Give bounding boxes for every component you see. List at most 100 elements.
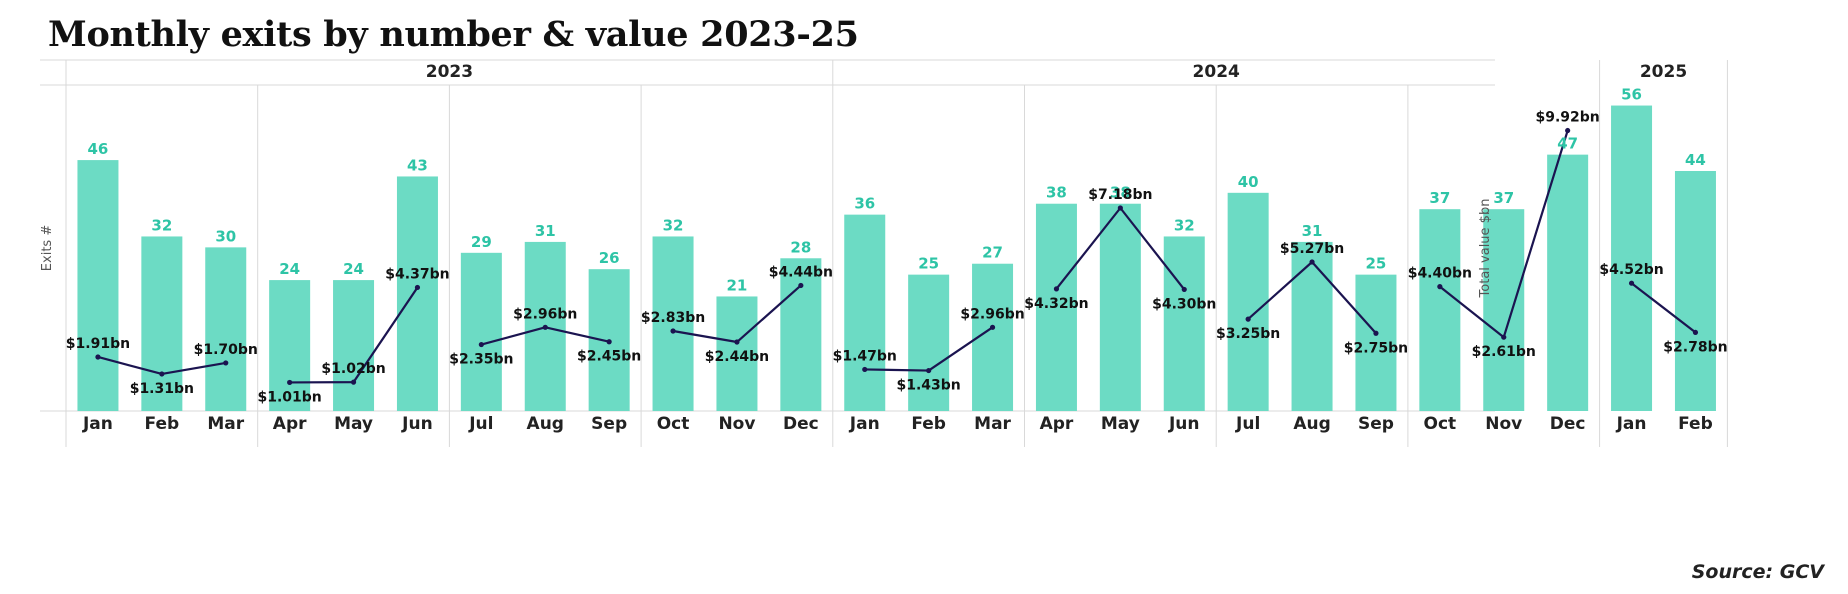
bar-value-label: 38 bbox=[1046, 184, 1067, 202]
value-label: $1.91bn bbox=[66, 336, 130, 352]
bar-value-label: 38 bbox=[1110, 184, 1131, 202]
month-label-oct: Oct bbox=[657, 414, 690, 434]
bar-value-label: 25 bbox=[1366, 255, 1387, 273]
month-label-apr: Apr bbox=[273, 414, 307, 434]
bar-value-label: 40 bbox=[1238, 173, 1259, 191]
value-label: $2.61bn bbox=[1472, 344, 1536, 360]
month-label-jun: Jun bbox=[401, 414, 433, 434]
month-label-may: May bbox=[334, 414, 373, 434]
bar-value-label: 26 bbox=[599, 249, 620, 267]
bar-oct-21 bbox=[1419, 209, 1461, 411]
value-label: $4.40bn bbox=[1408, 266, 1472, 282]
value-point bbox=[670, 328, 676, 334]
bar-mar-2 bbox=[205, 247, 247, 411]
month-label-dec: Dec bbox=[783, 414, 819, 434]
value-label: $2.96bn bbox=[513, 306, 577, 322]
bar-value-label: 47 bbox=[1557, 135, 1578, 153]
value-point bbox=[478, 341, 484, 348]
value-point bbox=[159, 371, 165, 377]
month-label-aug: Aug bbox=[527, 414, 564, 434]
value-label: $7.18bn bbox=[1088, 187, 1152, 203]
month-label-jan: Jan bbox=[1616, 414, 1647, 434]
year-label-2025: 2025 bbox=[1640, 62, 1687, 82]
value-label: $2.78bn bbox=[1663, 339, 1727, 355]
value-label: $2.45bn bbox=[577, 349, 641, 365]
bar-jun-17 bbox=[1163, 236, 1205, 411]
month-label-jan: Jan bbox=[82, 414, 113, 434]
month-label-mar: Mar bbox=[974, 414, 1011, 434]
value-label: $2.96bn bbox=[960, 306, 1024, 322]
bar-value-label: 30 bbox=[215, 227, 236, 245]
bar-nov-10 bbox=[716, 296, 758, 411]
chart-title: Monthly exits by number & value 2023-25 bbox=[48, 14, 859, 55]
bar-value-label: 32 bbox=[663, 216, 684, 234]
value-label: $4.30bn bbox=[1152, 296, 1216, 312]
bar-value-label: 32 bbox=[151, 216, 172, 234]
value-point bbox=[350, 379, 357, 385]
month-label-dec: Dec bbox=[1550, 414, 1586, 434]
bar-dec-11 bbox=[780, 258, 822, 411]
bar-value-label: 32 bbox=[1174, 216, 1195, 234]
labels-layer: 46 32 30 24 24 43 29 31 26 32 21 28 36 25 27 38 38 32 40 31… bbox=[66, 86, 1728, 406]
bar-value-label: 31 bbox=[1302, 222, 1323, 240]
bar-may-16 bbox=[1099, 203, 1141, 411]
value-point bbox=[606, 339, 612, 345]
bar-value-label: 36 bbox=[854, 195, 875, 213]
bar-value-label: 21 bbox=[727, 276, 748, 294]
value-point bbox=[223, 360, 229, 366]
month-label-jan: Jan bbox=[849, 414, 880, 434]
value-point bbox=[414, 284, 421, 291]
month-label-aug: Aug bbox=[1293, 414, 1330, 434]
bar-value-label: 25 bbox=[918, 255, 939, 273]
value-point bbox=[1117, 205, 1123, 211]
bar-feb-1 bbox=[141, 236, 183, 411]
value-point bbox=[1501, 334, 1507, 340]
bar-sep-20 bbox=[1355, 274, 1397, 411]
value-label: $5.27bn bbox=[1280, 241, 1344, 257]
value-point bbox=[926, 367, 932, 374]
value-label: $1.43bn bbox=[897, 378, 961, 394]
bar-jan-12 bbox=[844, 214, 886, 411]
value-point bbox=[1373, 330, 1379, 336]
value-label: $1.47bn bbox=[833, 348, 897, 364]
bar-value-label: 56 bbox=[1621, 86, 1642, 104]
bar-nov-22 bbox=[1483, 209, 1525, 411]
year-label-2023: 2023 bbox=[426, 62, 473, 82]
bar-value-label: 43 bbox=[407, 156, 428, 174]
bar-feb-25 bbox=[1674, 171, 1716, 411]
month-label-jul: Jul bbox=[1235, 414, 1260, 434]
bar-jul-18 bbox=[1227, 192, 1269, 411]
month-label-jun: Jun bbox=[1168, 414, 1200, 434]
bar-jan-24 bbox=[1611, 105, 1653, 411]
bar-value-label: 29 bbox=[471, 233, 492, 251]
month-label-sep: Sep bbox=[591, 414, 627, 434]
value-point bbox=[1309, 259, 1315, 265]
bar-apr-3 bbox=[269, 280, 311, 411]
value-label: $2.35bn bbox=[449, 352, 513, 368]
source-note: Source: GCV bbox=[1691, 561, 1824, 583]
month-label-sep: Sep bbox=[1358, 414, 1394, 434]
bar-value-label: 27 bbox=[982, 244, 1003, 262]
value-label: $9.92bn bbox=[1536, 110, 1600, 126]
value-label: $1.31bn bbox=[130, 381, 194, 397]
value-point bbox=[1692, 329, 1699, 336]
month-label-nov: Nov bbox=[718, 414, 755, 434]
value-point bbox=[542, 324, 548, 330]
value-point bbox=[1053, 286, 1060, 292]
value-label: $2.44bn bbox=[705, 349, 769, 365]
bar-jul-6 bbox=[460, 252, 502, 411]
value-point bbox=[989, 324, 996, 330]
y2-axis-title: Total value $bn bbox=[1478, 199, 1493, 299]
month-label-feb: Feb bbox=[1678, 414, 1713, 434]
value-label: $2.83bn bbox=[641, 310, 705, 326]
value-label: $4.44bn bbox=[769, 264, 833, 280]
value-point bbox=[1437, 284, 1443, 290]
value-label: $1.70bn bbox=[194, 342, 258, 358]
month-label-oct: Oct bbox=[1424, 414, 1457, 434]
bar-value-label: 44 bbox=[1685, 151, 1706, 169]
value-point bbox=[1628, 280, 1635, 286]
bar-value-label: 37 bbox=[1429, 189, 1450, 207]
bar-jan-0 bbox=[77, 160, 119, 411]
bar-value-label: 46 bbox=[88, 140, 109, 158]
value-label: $3.25bn bbox=[1216, 326, 1280, 342]
